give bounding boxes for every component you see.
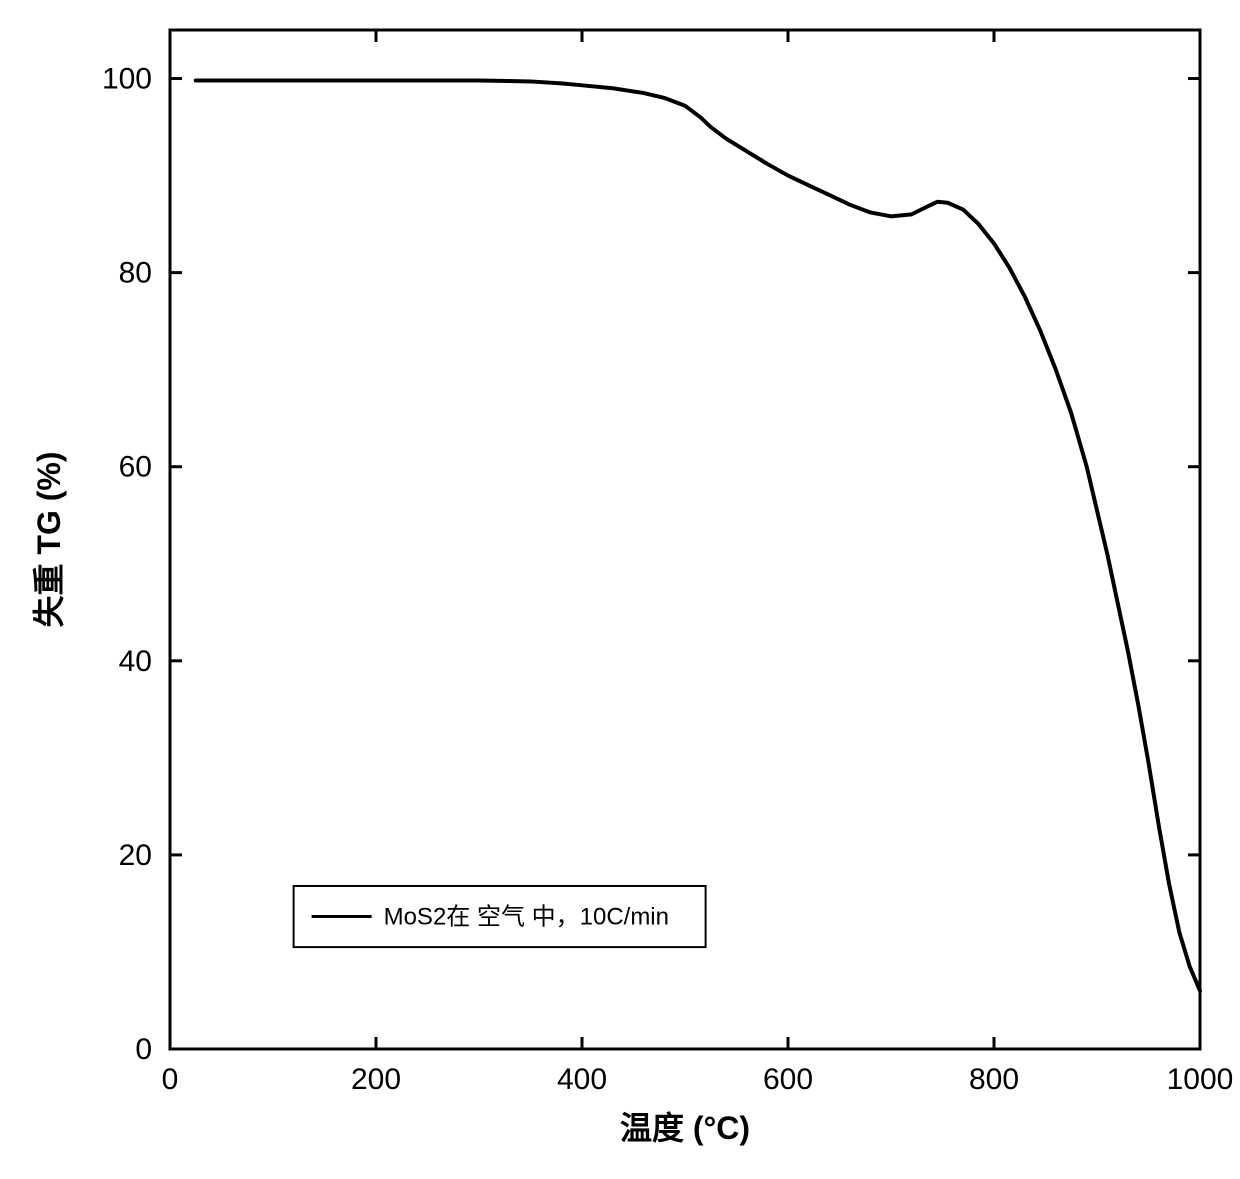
x-tick-label: 0 [162,1063,179,1096]
y-tick-label: 0 [135,1033,152,1066]
y-tick-label: 80 [119,257,152,290]
tg-chart: 0 200 400 600 800 1000 0 20 40 60 80 100 温度 (°C) 失重 T… [0,0,1240,1179]
chart-container: 0 200 400 600 800 1000 0 20 40 60 80 100 温度 (°C) 失重 T… [0,0,1240,1179]
y-tick-label: 60 [119,451,152,484]
y-tick-label: 20 [119,839,152,872]
y-tick-label: 40 [119,645,152,678]
x-axis-label: 温度 (°C) [620,1110,750,1146]
x-tick-label: 800 [969,1063,1019,1096]
chart-bg [0,0,1240,1179]
x-tick-label: 1000 [1167,1063,1234,1096]
x-tick-label: 600 [763,1063,813,1096]
y-axis-label: 失重 TG (%) [31,452,67,628]
x-tick-label: 200 [351,1063,401,1096]
y-tick-label: 100 [102,63,152,96]
legend-label: MoS2在 空气 中，10C/min [384,904,669,931]
x-tick-label: 400 [557,1063,607,1096]
